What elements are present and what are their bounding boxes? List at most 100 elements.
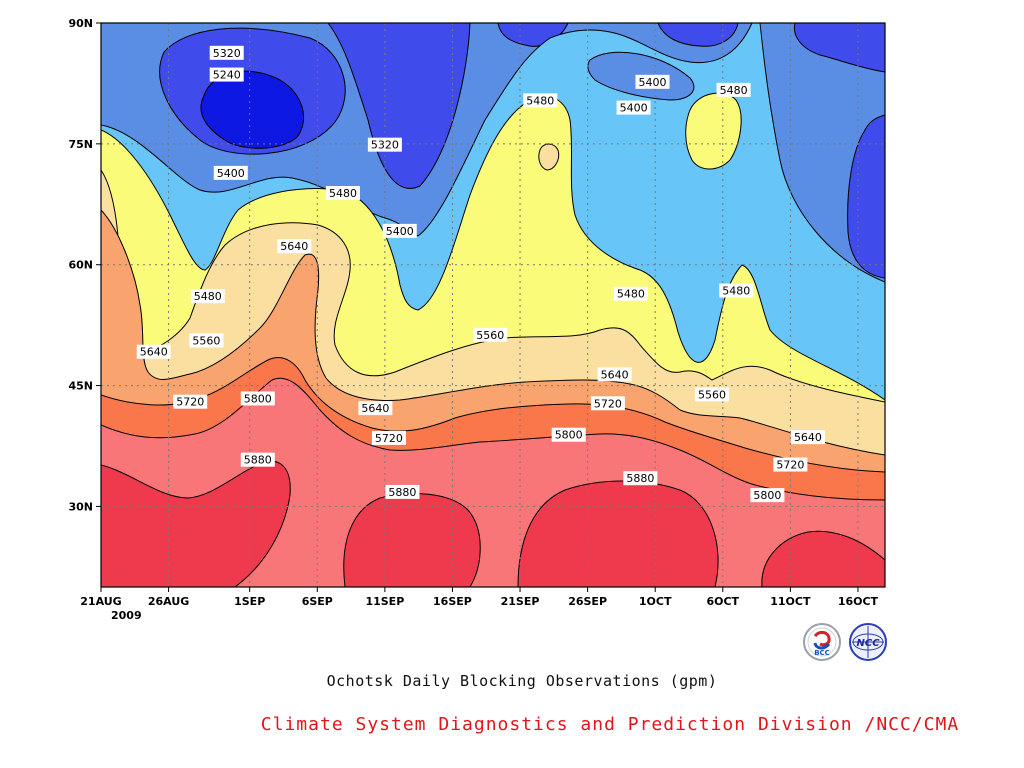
x-tick-label: 6OCT [706, 595, 739, 608]
contour-label-text: 5560 [476, 329, 504, 342]
x-tick-label: 26SEP [568, 595, 607, 608]
contour-label-text: 5400 [386, 225, 414, 238]
x-tick-label: 11SEP [365, 595, 404, 608]
contour-label-text: 5480 [526, 94, 554, 107]
contour-label-box [694, 387, 729, 402]
contour-label-text: 5640 [601, 368, 629, 381]
x-tick-label: 21SEP [501, 595, 540, 608]
x-tick-label: 6SEP [302, 595, 333, 608]
contour-label: 5640 [358, 401, 393, 416]
contour-label: 5720 [371, 430, 406, 445]
ncc-logo: NCC [849, 623, 887, 661]
y-tick-label: 45N [68, 380, 93, 393]
contour-label: 5640 [277, 239, 312, 254]
contour-label-text: 5720 [176, 396, 204, 409]
contour-label-text: 5800 [244, 392, 272, 405]
contour-label: 5240 [209, 67, 244, 82]
region-above-5880-center-left [343, 493, 481, 587]
contour-label-box [716, 82, 751, 97]
x-tick-label: 16OCT [838, 595, 879, 608]
y-axis: 30N 45N 60N 75N 90N [68, 17, 101, 513]
contour-label-text: 5400 [639, 76, 667, 89]
contour-label: 5880 [623, 471, 658, 486]
contour-label-box [277, 239, 312, 254]
contour-label: 5720 [773, 457, 808, 472]
x-tick-label: 1OCT [639, 595, 672, 608]
contour-label-text: 5640 [361, 402, 389, 415]
contour-label-text: 5800 [753, 489, 781, 502]
contour-label: 5400 [213, 165, 248, 180]
chart-title: Ochotsk Daily Blocking Observations (gpm… [326, 672, 718, 690]
contour-label: 5720 [173, 394, 208, 409]
x-axis: 21AUG 26AUG 1SEP 6SEP 11SEP 16SEP 21SEP 26SEP 1O… [80, 587, 879, 608]
contour-label-box [597, 367, 632, 382]
contour-label-box [240, 452, 275, 467]
contour-label-text: 5880 [244, 454, 272, 467]
contour-label-text: 5480 [720, 84, 748, 97]
contour-label-box [773, 457, 808, 472]
contour-label: 5480 [523, 93, 558, 108]
contour-label: 5800 [551, 427, 586, 442]
contour-label-box [371, 430, 406, 445]
contour-label-text: 5480 [617, 288, 645, 301]
contour-label: 5640 [790, 430, 825, 445]
chart-credit: Climate System Diagnostics and Predictio… [260, 714, 960, 735]
x-tick-label: 16SEP [433, 595, 472, 608]
x-tick-label: 1SEP [234, 595, 265, 608]
contour-label-box [590, 396, 625, 411]
region-5240-5320-center [327, 23, 471, 189]
contour-label-text: 5480 [329, 187, 357, 200]
contour-label-box [213, 165, 248, 180]
contour-label-text: 5640 [794, 431, 822, 444]
contour-label: 5720 [590, 396, 625, 411]
contour-label-box [635, 74, 670, 89]
y-tick-label: 30N [68, 500, 93, 513]
contour-label-text: 5560 [698, 388, 726, 401]
y-tick-label: 90N [68, 17, 93, 30]
contour-labels: 5320 5240 5320 5400 5480 5400 5640 5480 5560 5640… [136, 45, 825, 503]
y-tick-label: 75N [68, 138, 93, 151]
contour-label: 5480 [190, 289, 225, 304]
contour-label-box [623, 471, 658, 486]
y-tick-label: 60N [68, 259, 93, 272]
contour-label-text: 5720 [594, 397, 622, 410]
contour-label: 5800 [750, 488, 785, 503]
contour-label-text: 5640 [280, 240, 308, 253]
contour-label-text: 5400 [217, 167, 245, 180]
region-5240-5320-topright [657, 23, 739, 47]
contour-label: 5480 [716, 82, 751, 97]
contour-label-box [385, 484, 420, 499]
region-5240-5320-northeast [793, 23, 885, 73]
contour-label: 5400 [382, 223, 417, 238]
contour-label: 5320 [209, 45, 244, 60]
contour-label-text: 5240 [213, 69, 241, 82]
contour-label-box [325, 186, 360, 201]
contour-label-box [367, 137, 402, 152]
contour-label-box [358, 401, 393, 416]
contour-label: 5480 [325, 186, 360, 201]
x-tick-label: 21AUG [80, 595, 121, 608]
contour-label-text: 5320 [371, 139, 399, 152]
contour-label: 5560 [694, 387, 729, 402]
contour-label: 5560 [473, 327, 508, 342]
x-axis-year-label: 2009 [111, 609, 142, 622]
contour-label-box [209, 67, 244, 82]
contour-label-box [382, 223, 417, 238]
contour-label-text: 5720 [776, 459, 804, 472]
contour-label-box [473, 327, 508, 342]
filled-contour-plot [101, 23, 885, 587]
contour-label-text: 5480 [194, 290, 222, 303]
contour-label-box [551, 427, 586, 442]
contour-label-text: 5880 [388, 486, 416, 499]
contour-label: 5480 [613, 286, 648, 301]
contour-label-box [613, 286, 648, 301]
contour-label-box [616, 100, 651, 115]
contour-label-box [523, 93, 558, 108]
contour-label: 5800 [240, 391, 275, 406]
contour-label: 5560 [189, 333, 224, 348]
contour-label: 5880 [385, 484, 420, 499]
contour-label-box [189, 333, 224, 348]
contour-label: 5640 [136, 344, 171, 359]
contour-label-text: 5800 [555, 429, 583, 442]
